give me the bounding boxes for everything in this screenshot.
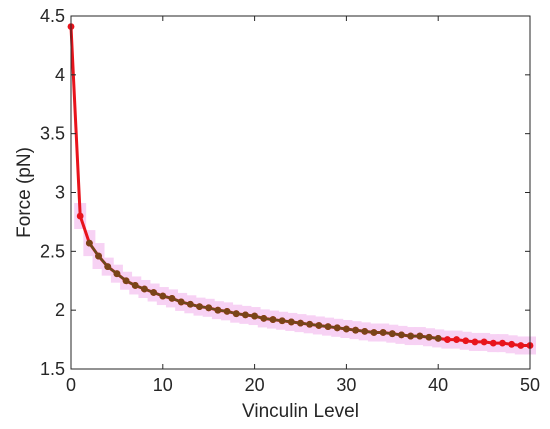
x-tick-label: 30 bbox=[336, 375, 356, 395]
data-point bbox=[480, 338, 488, 346]
data-point bbox=[177, 298, 185, 306]
data-point bbox=[196, 303, 203, 311]
data-point bbox=[379, 329, 387, 336]
data-point bbox=[517, 342, 525, 349]
x-tick-label: 20 bbox=[245, 375, 265, 395]
data-point bbox=[388, 330, 396, 338]
data-point bbox=[462, 337, 470, 345]
data-point bbox=[425, 333, 433, 341]
y-tick-label: 3 bbox=[55, 183, 65, 203]
y-tick-label: 4.5 bbox=[40, 6, 65, 26]
data-point bbox=[434, 335, 442, 342]
data-point bbox=[333, 324, 341, 332]
data-point bbox=[306, 320, 314, 328]
x-axis: 0 10 20 30 40 50 bbox=[66, 16, 540, 395]
y-tick-label: 4 bbox=[55, 65, 65, 85]
data-point bbox=[453, 336, 460, 343]
data-point bbox=[141, 285, 148, 293]
data-point bbox=[223, 307, 231, 315]
data-point bbox=[242, 311, 249, 319]
data-point bbox=[324, 323, 332, 331]
y-tick-label: 1.5 bbox=[40, 359, 65, 379]
data-point bbox=[361, 327, 369, 335]
y-tick-label: 2.5 bbox=[40, 241, 65, 261]
data-point bbox=[471, 338, 479, 346]
x-tick-label: 50 bbox=[520, 375, 540, 395]
data-point bbox=[278, 317, 286, 325]
data-point bbox=[315, 322, 323, 329]
data-point bbox=[489, 339, 497, 347]
data-point bbox=[416, 332, 424, 340]
data-point bbox=[407, 332, 415, 340]
data-point bbox=[113, 270, 121, 278]
data-point bbox=[297, 319, 304, 327]
data-point bbox=[443, 336, 451, 343]
x-tick-label: 10 bbox=[153, 375, 173, 395]
data-point bbox=[370, 329, 378, 336]
y-axis-label: Force (pN) bbox=[14, 147, 35, 238]
y-axis: 1.5 2 2.5 3 3.5 4 4.5 bbox=[40, 6, 530, 379]
data-point bbox=[150, 289, 158, 296]
data-point bbox=[251, 312, 258, 320]
y-tick-label: 2 bbox=[55, 300, 65, 320]
y-tick-label: 3.5 bbox=[40, 124, 65, 144]
data-point bbox=[352, 326, 359, 334]
data-point bbox=[232, 310, 240, 318]
data-point bbox=[186, 300, 194, 308]
data-point bbox=[343, 325, 350, 333]
x-tick-label: 40 bbox=[428, 375, 448, 395]
data-point bbox=[131, 282, 139, 289]
data-point bbox=[269, 316, 277, 323]
data-point bbox=[499, 339, 506, 347]
data-point bbox=[104, 263, 112, 271]
data-point bbox=[508, 340, 516, 348]
data-point bbox=[85, 239, 93, 247]
data-point bbox=[214, 306, 222, 314]
x-tick-label: 0 bbox=[66, 375, 76, 395]
data-point bbox=[168, 295, 176, 302]
error-band-layer bbox=[74, 203, 536, 355]
data-point bbox=[398, 331, 405, 339]
data-point bbox=[122, 277, 130, 285]
series-layer bbox=[67, 23, 534, 349]
data-point bbox=[95, 252, 102, 260]
x-axis-label: Vinculin Level bbox=[242, 401, 359, 422]
data-point bbox=[260, 315, 268, 322]
data-point bbox=[76, 212, 84, 220]
data-point bbox=[287, 318, 295, 326]
data-point bbox=[159, 292, 167, 300]
data-point bbox=[205, 304, 213, 312]
